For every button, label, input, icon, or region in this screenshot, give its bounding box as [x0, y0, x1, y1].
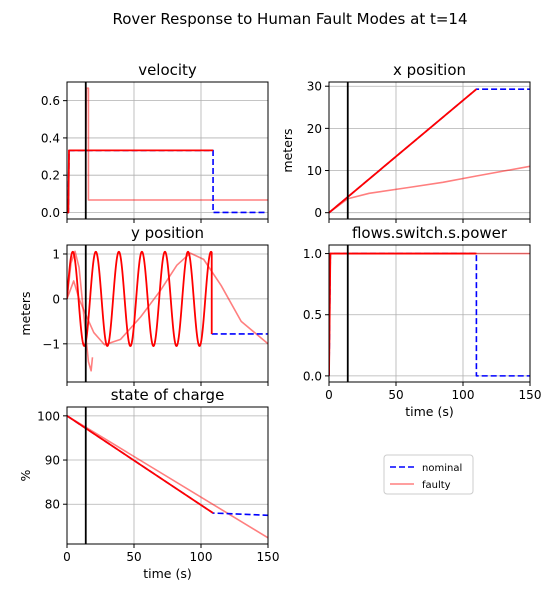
y-tick-label: 0 — [52, 292, 60, 306]
x-tick-label: 100 — [452, 388, 475, 402]
subplot-title: x position — [393, 61, 466, 79]
axes-frame — [328, 81, 531, 220]
y-tick-label: 20 — [307, 122, 322, 136]
x-axis-label: time (s) — [143, 566, 191, 581]
x-tick-label: 150 — [519, 388, 542, 402]
figure-title: Rover Response to Human Fault Modes at t… — [112, 10, 467, 28]
y-tick-label: 1 — [52, 247, 60, 261]
series-line-faulty — [67, 252, 268, 346]
axes-frame — [66, 406, 269, 545]
legend: nominal faulty — [383, 454, 474, 495]
series-line-faulty-run — [329, 88, 477, 214]
subplot-flows_switch_power: 0 50 100 150 0.0 0.5 1.0 flows.switch.s.power ti… — [303, 224, 542, 419]
subplot-velocity: 0.0 0.2 0.4 0.6 velocity — [41, 61, 269, 223]
axes-frame — [66, 244, 269, 383]
series-line-faulty-osc — [67, 250, 94, 372]
y-tick-label: 0.5 — [303, 308, 322, 322]
y-tick-label: 0.0 — [303, 369, 322, 383]
axes-frame — [66, 81, 269, 220]
subplot-x_position: 0 10 20 30 x position meters — [280, 61, 531, 223]
y-axis-label: % — [18, 469, 33, 481]
y-tick-label: 0 — [314, 206, 322, 220]
x-tick-label: 0 — [63, 550, 71, 564]
y-tick-label: −1 — [42, 337, 60, 351]
subplot-y_position: 1 0 −1 y position meters — [18, 224, 269, 386]
y-axis-label: meters — [280, 128, 295, 172]
y-tick-label: 80 — [45, 498, 60, 512]
y-tick-label: 100 — [37, 409, 60, 423]
y-tick-label: 10 — [307, 164, 322, 178]
y-tick-label: 0.0 — [41, 206, 60, 220]
series-group — [67, 250, 268, 372]
legend-faulty-label: faulty — [422, 480, 451, 491]
series-line-faulty — [67, 415, 268, 539]
x-tick-label: 50 — [388, 388, 403, 402]
axes-frame — [328, 244, 531, 383]
y-tick-label: 0.4 — [41, 131, 60, 145]
x-tick-label: 100 — [190, 550, 213, 564]
x-tick-label: 50 — [126, 550, 141, 564]
y-tick-label: 1.0 — [303, 247, 322, 261]
series-line-faulty-run — [67, 415, 214, 514]
subplot-title: y position — [131, 224, 204, 242]
series-line-faulty-run — [67, 250, 213, 347]
x-tick-label: 0 — [325, 388, 333, 402]
x-tick-label: 150 — [257, 550, 280, 564]
series-group — [67, 415, 268, 539]
series-line-faulty-run — [67, 149, 214, 214]
y-tick-label: 0.2 — [41, 169, 60, 183]
y-tick-label: 90 — [45, 454, 60, 468]
x-axis-label: time (s) — [405, 404, 453, 419]
subplot-title: flows.switch.s.power — [352, 224, 508, 242]
subplot-title: velocity — [138, 61, 197, 79]
legend-nominal-label: nominal — [422, 463, 462, 474]
y-tick-label: 30 — [307, 80, 322, 94]
y-tick-label: 0.6 — [41, 94, 60, 108]
y-axis-label: meters — [18, 291, 33, 335]
subplot-state_of_charge: 0 50 100 150 80 90 100 state of charge time (s)% — [18, 386, 279, 581]
subplot-title: state of charge — [111, 386, 225, 404]
